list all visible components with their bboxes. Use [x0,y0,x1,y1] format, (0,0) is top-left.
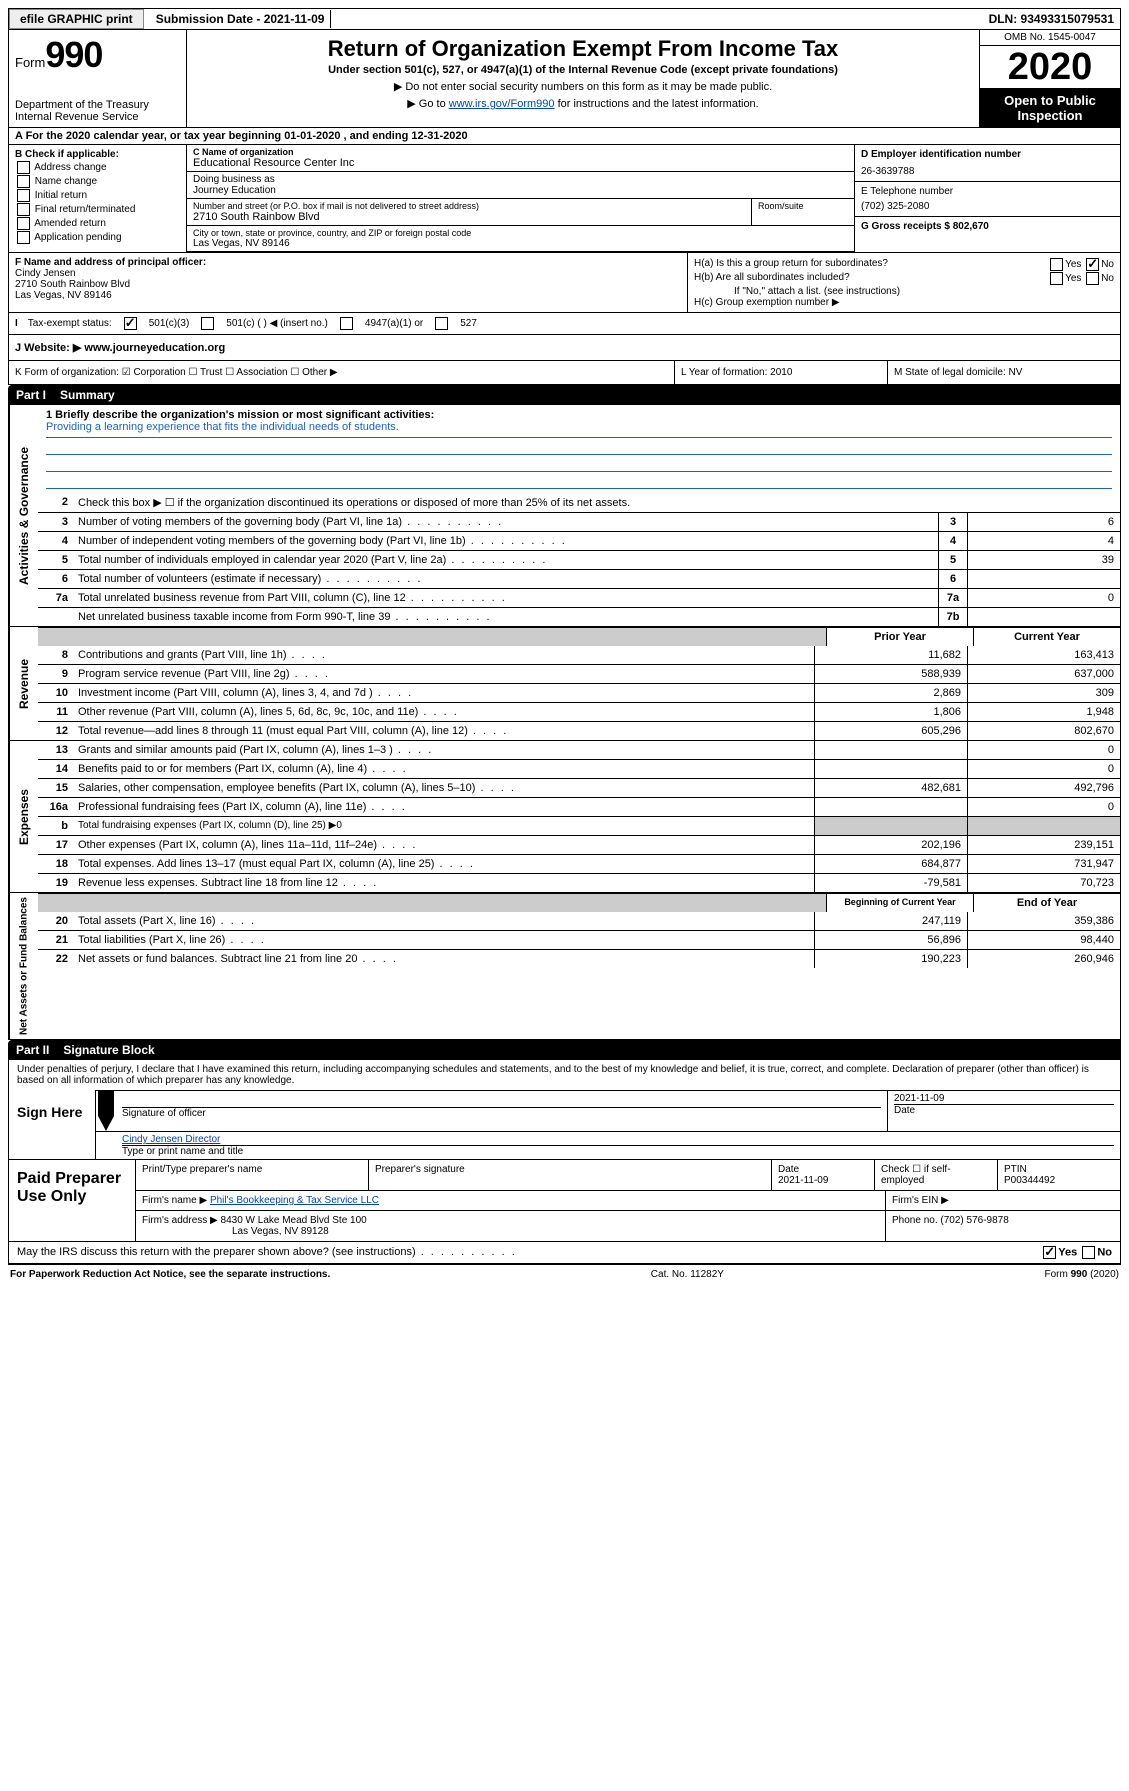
data-line: 17Other expenses (Part IX, column (A), l… [38,835,1120,854]
data-line: 10Investment income (Part VIII, column (… [38,683,1120,702]
signature-section: Under penalties of perjury, I declare th… [8,1060,1121,1264]
box-h: H(a) Is this a group return for subordin… [688,253,1120,312]
box-d-ein: D Employer identification number 26-3639… [855,145,1120,182]
box-c-name: C Name of organization Educational Resou… [187,145,854,172]
footer: For Paperwork Reduction Act Notice, see … [8,1264,1121,1284]
box-address: Number and street (or P.O. box if mail i… [187,199,854,226]
governance-line: 4Number of independent voting members of… [38,531,1120,550]
box-dba: Doing business as Journey Education [187,172,854,199]
side-label-expenses: Expenses [9,741,38,892]
form-subtitle: Under section 501(c), 527, or 4947(a)(1)… [195,64,971,76]
firm-name-link[interactable]: Phil's Bookkeeping & Tax Service LLC [210,1195,379,1206]
row-a-tax-year: A For the 2020 calendar year, or tax yea… [8,128,1121,145]
signature-date: 2021-11-09 Date [887,1091,1120,1131]
expenses-section: Expenses 13Grants and similar amounts pa… [8,741,1121,893]
part-1-header: Part ISummary [8,385,1121,405]
data-line: 20Total assets (Part X, line 16)247,1193… [38,912,1120,930]
data-line: 11Other revenue (Part VIII, column (A), … [38,702,1120,721]
governance-line: 2Check this box ▶ ☐ if the organization … [38,493,1120,512]
revenue-section: Revenue Prior Year Current Year 8Contrib… [8,627,1121,741]
box-m: M State of legal domicile: NV [888,361,1120,384]
signature-field: Signature of officer [116,1091,887,1131]
dln: DLN: 93493315079531 [983,10,1120,28]
irs-link[interactable]: www.irs.gov/Form990 [449,98,555,110]
side-label-netassets: Net Assets or Fund Balances [9,893,38,1039]
data-line: 19Revenue less expenses. Subtract line 1… [38,873,1120,892]
data-line: 18Total expenses. Add lines 13–17 (must … [38,854,1120,873]
governance-line: 6Total number of volunteers (estimate if… [38,569,1120,588]
open-to-public: Open to Public Inspection [980,89,1120,127]
data-line: 22Net assets or fund balances. Subtract … [38,949,1120,968]
data-line: 8Contributions and grants (Part VIII, li… [38,646,1120,664]
data-line: 12Total revenue—add lines 8 through 11 (… [38,721,1120,740]
efile-print-button[interactable]: efile GRAPHIC print [9,9,144,29]
department: Department of the Treasury Internal Reve… [15,99,180,123]
netassets-header-row: Beginning of Current Year End of Year [38,893,1120,912]
governance-line: Net unrelated business taxable income fr… [38,607,1120,626]
netassets-section: Net Assets or Fund Balances Beginning of… [8,893,1121,1040]
row-fh: F Name and address of principal officer:… [8,253,1121,313]
discuss-row: May the IRS discuss this return with the… [9,1241,1120,1263]
box-g-receipts: G Gross receipts $ 802,670 [855,217,1120,236]
note-link: ▶ Go to www.irs.gov/Form990 for instruct… [195,97,971,110]
data-line: 9Program service revenue (Part VIII, lin… [38,664,1120,683]
submission-date: Submission Date - 2021-11-09 [150,10,332,28]
perjury-declaration: Under penalties of perjury, I declare th… [9,1060,1120,1090]
governance-line: 5Total number of individuals employed in… [38,550,1120,569]
part-2-header: Part IISignature Block [8,1040,1121,1060]
box-city: City or town, state or province, country… [187,226,854,252]
governance-line: 3Number of voting members of the governi… [38,512,1120,531]
officer-name-link[interactable]: Cindy Jensen Director [122,1134,220,1145]
arrow-icon [96,1091,116,1131]
data-line: bTotal fundraising expenses (Part IX, co… [38,816,1120,835]
row-klm: K Form of organization: ☑ Corporation ☐ … [8,361,1121,385]
mission-box: 1 Briefly describe the organization's mi… [38,405,1120,493]
form-title: Return of Organization Exempt From Incom… [195,36,971,62]
form-number: Form990 [15,34,180,76]
data-line: 14Benefits paid to or for members (Part … [38,759,1120,778]
governance-section: Activities & Governance 1 Briefly descri… [8,405,1121,627]
revenue-header-row: Prior Year Current Year [38,627,1120,646]
box-e-phone: E Telephone number (702) 325-2080 [855,182,1120,217]
paid-preparer-section: Paid Preparer Use Only Print/Type prepar… [9,1159,1120,1241]
form-header: Form990 Department of the Treasury Inter… [8,30,1121,128]
box-k: K Form of organization: ☑ Corporation ☐ … [9,361,675,384]
tax-year: 2020 [980,46,1120,89]
box-b: B Check if applicable: Address change Na… [9,145,187,252]
sign-here-label: Sign Here [9,1090,96,1159]
row-j-website: J Website: ▶ www.journeyeducation.org [8,335,1121,361]
note-ssn: ▶ Do not enter social security numbers o… [195,80,971,93]
governance-line: 7aTotal unrelated business revenue from … [38,588,1120,607]
paid-preparer-label: Paid Preparer Use Only [9,1160,135,1241]
data-line: 15Salaries, other compensation, employee… [38,778,1120,797]
side-label-governance: Activities & Governance [9,405,38,626]
side-label-revenue: Revenue [9,627,38,740]
data-line: 21Total liabilities (Part X, line 26)56,… [38,930,1120,949]
top-bar: efile GRAPHIC print Submission Date - 20… [8,8,1121,30]
data-line: 16aProfessional fundraising fees (Part I… [38,797,1120,816]
row-i-tax-status: ITax-exempt status: 501(c)(3) 501(c) ( )… [8,313,1121,335]
omb-number: OMB No. 1545-0047 [980,30,1120,46]
data-line: 13Grants and similar amounts paid (Part … [38,741,1120,759]
box-f-officer: F Name and address of principal officer:… [9,253,688,312]
typed-name-field: Cindy Jensen Director Type or print name… [116,1132,1120,1159]
identification-grid: B Check if applicable: Address change Na… [8,145,1121,253]
box-l: L Year of formation: 2010 [675,361,888,384]
